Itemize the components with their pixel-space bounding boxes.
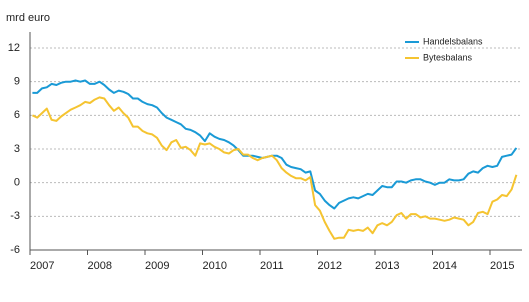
series-line bbox=[31, 96, 518, 240]
y-tick-label: 0 bbox=[14, 177, 20, 189]
x-tick-label: 2014 bbox=[433, 260, 457, 272]
legend-label: Handelsbalans bbox=[423, 36, 483, 46]
y-tick-label: 6 bbox=[14, 109, 20, 121]
x-tick-label: 2009 bbox=[145, 260, 169, 272]
x-tick-label: 2013 bbox=[375, 260, 399, 272]
x-tick-label: 2015 bbox=[490, 260, 514, 272]
y-tick-label: 12 bbox=[8, 42, 20, 54]
legend-label: Bytesbalans bbox=[423, 52, 473, 62]
y-tick-label: -6 bbox=[10, 244, 20, 256]
y-axis-label: mrd euro bbox=[6, 12, 50, 24]
x-tick-label: 2010 bbox=[203, 260, 227, 272]
y-tick-label: 3 bbox=[14, 143, 20, 155]
x-tick-label: 2011 bbox=[260, 260, 284, 272]
x-tick-label: 2012 bbox=[318, 260, 342, 272]
y-tick-label: -3 bbox=[10, 210, 20, 222]
x-tick-label: 2008 bbox=[88, 260, 112, 272]
x-tick-label: 2007 bbox=[30, 260, 54, 272]
series-line bbox=[32, 79, 518, 210]
y-tick-label: 9 bbox=[14, 76, 20, 88]
